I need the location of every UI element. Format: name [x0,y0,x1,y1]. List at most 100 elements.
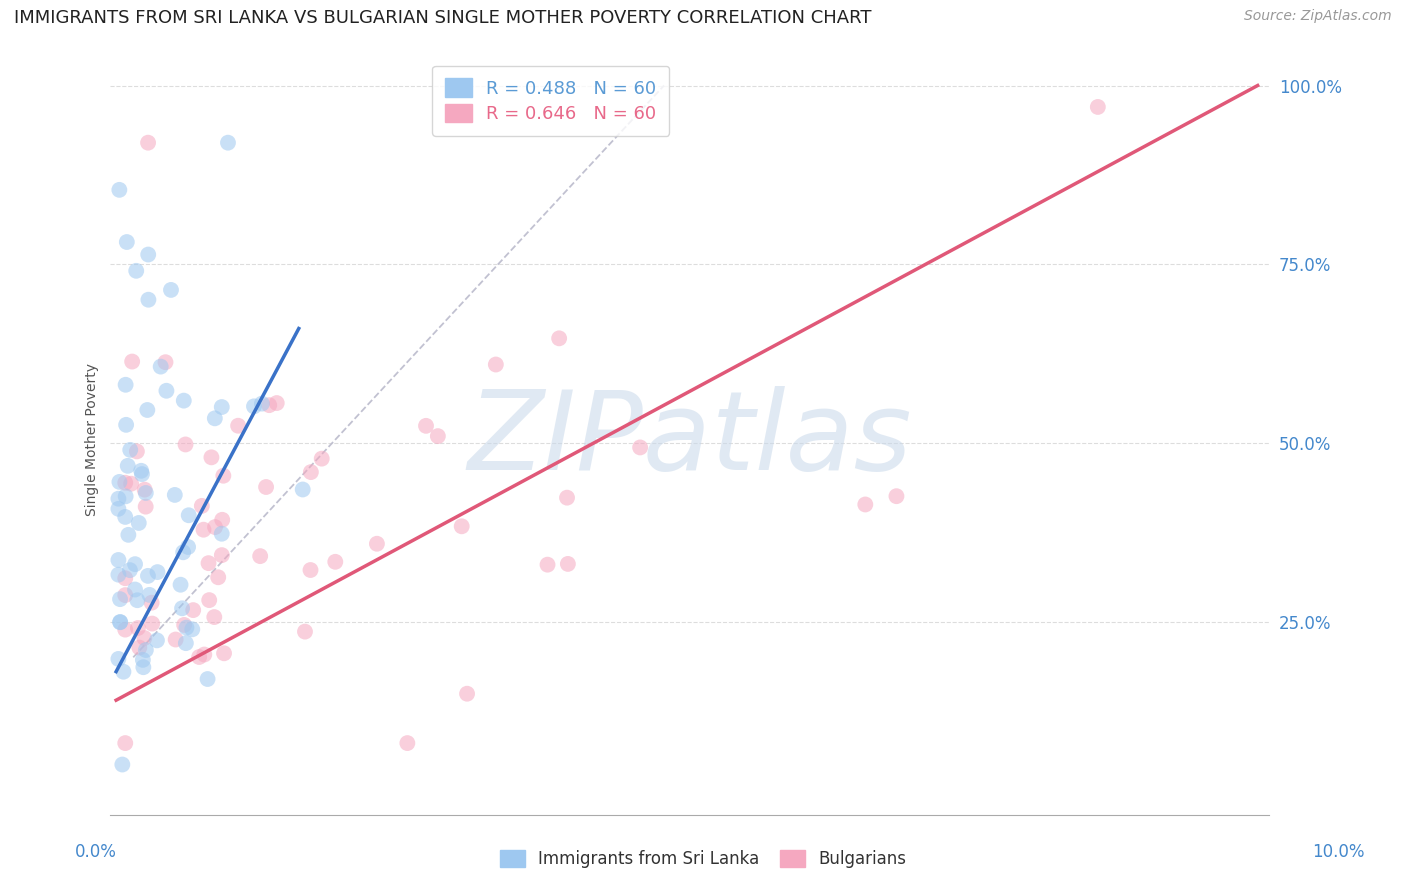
Point [170,601,193,615]
Point [108,615,131,630]
Point [127,593,149,607]
Point [853,498,876,512]
Point [107,652,129,666]
Point [1087,100,1109,114]
Point [121,354,143,368]
Point [124,557,146,571]
Legend: R = 0.488   N = 60, R = 0.646   N = 60: R = 0.488 N = 60, R = 0.646 N = 60 [432,66,669,136]
Point [181,622,204,636]
Point [173,618,195,632]
Point [117,458,139,473]
Point [169,578,191,592]
Text: ZIPatlas: ZIPatlas [467,386,912,492]
Point [128,516,150,530]
Point [117,528,139,542]
Legend: Immigrants from Sri Lanka, Bulgarians: Immigrants from Sri Lanka, Bulgarians [494,843,912,875]
Point [114,588,136,602]
Point [129,464,152,478]
Point [155,355,177,369]
Point [204,520,226,534]
Point [200,450,222,465]
Point [177,540,200,554]
Point [211,548,233,562]
Point [114,510,136,524]
Point [163,488,186,502]
Point [396,736,419,750]
Point [294,624,316,639]
Point [557,557,579,571]
Point [291,483,314,497]
Point [257,398,280,412]
Point [193,523,215,537]
Point [108,615,131,629]
Text: IMMIGRANTS FROM SRI LANKA VS BULGARIAN SINGLE MOTHER POVERTY CORRELATION CHART: IMMIGRANTS FROM SRI LANKA VS BULGARIAN S… [14,9,872,27]
Point [114,377,136,392]
Point [426,429,449,443]
Point [456,687,478,701]
Text: 10.0%: 10.0% [1312,843,1365,861]
Point [108,592,131,607]
Point [146,633,169,648]
Point [128,640,150,655]
Point [118,563,141,577]
Point [114,489,136,503]
Point [299,465,322,479]
Point [485,358,508,372]
Point [174,437,197,451]
Point [125,444,148,458]
Point [136,569,159,583]
Point [177,508,200,523]
Point [211,526,233,541]
Point [107,567,129,582]
Point [120,442,142,457]
Point [211,400,233,414]
Point [114,623,136,637]
Point [120,476,142,491]
Point [125,264,148,278]
Point [243,400,266,414]
Point [207,570,229,584]
Point [172,545,194,559]
Point [138,293,160,307]
Point [198,593,221,607]
Point [135,486,157,500]
Point [141,596,163,610]
Point [628,441,651,455]
Point [124,582,146,597]
Point [548,331,571,345]
Point [311,451,333,466]
Point [136,136,159,150]
Point [249,549,271,563]
Point [176,621,198,635]
Point [266,396,288,410]
Point [212,468,235,483]
Point [108,183,131,197]
Point [112,665,135,679]
Point [250,396,273,410]
Point [193,648,215,662]
Point [149,359,172,374]
Point [173,393,195,408]
Point [366,537,388,551]
Point [146,565,169,579]
Point [141,616,163,631]
Point [165,632,187,647]
Point [138,588,160,602]
Point [134,631,156,645]
Point [299,563,322,577]
Point [191,499,214,513]
Point [134,483,156,497]
Point [111,757,134,772]
Point [202,610,225,624]
Point [132,660,155,674]
Point [114,475,136,490]
Point [114,571,136,585]
Point [115,235,138,249]
Point [254,480,277,494]
Point [108,475,131,489]
Point [160,283,183,297]
Point [135,500,157,514]
Point [174,636,197,650]
Point [536,558,558,572]
Point [188,650,211,665]
